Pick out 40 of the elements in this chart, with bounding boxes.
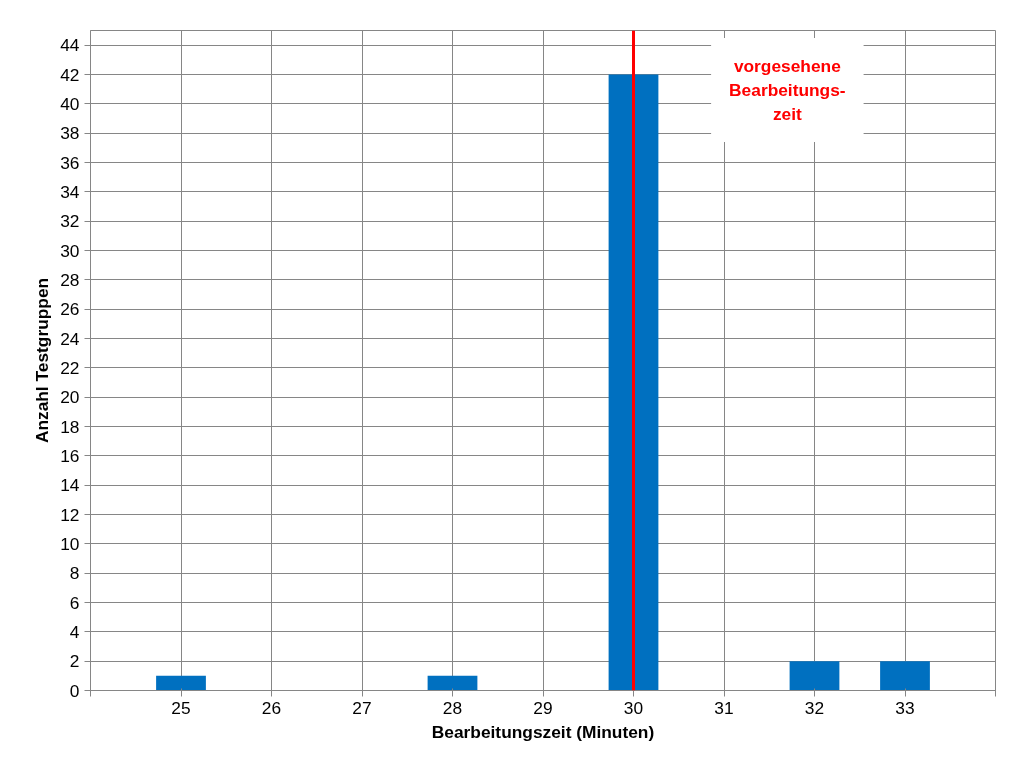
x-tick-label: 25 [171, 697, 191, 718]
y-tick-label: 40 [60, 93, 80, 114]
y-axis-title: Anzahl Testgruppen [32, 277, 53, 444]
bar [789, 661, 840, 691]
y-tick-label: 36 [60, 152, 80, 173]
x-tick-label: 31 [714, 697, 734, 718]
bar [880, 661, 930, 691]
y-tick-label: 18 [60, 416, 80, 437]
y-tick-label: 26 [60, 299, 80, 320]
x-tick-label: 30 [623, 697, 644, 718]
y-tick-label: 4 [69, 621, 80, 642]
y-tick-label: 30 [60, 240, 80, 261]
y-tick-label: 0 [69, 680, 80, 701]
y-tick-label: 42 [60, 64, 80, 85]
y-tick-label: 2 [69, 651, 80, 672]
y-tick-label: 24 [60, 328, 80, 349]
y-tick-label: 22 [60, 357, 80, 378]
y-tick-label: 38 [60, 123, 80, 144]
x-tick-label: 27 [352, 697, 372, 718]
bar [156, 675, 206, 691]
y-tick-label: 20 [60, 387, 80, 408]
bar [608, 74, 659, 691]
y-tick-label: 6 [69, 592, 80, 613]
y-tick-label: 10 [60, 533, 80, 554]
x-tick-label: 29 [533, 697, 553, 718]
x-tick-label: 28 [442, 697, 463, 718]
y-tick-label: 14 [60, 475, 80, 496]
x-tick-label: 32 [804, 697, 825, 718]
y-tick-label: 16 [60, 445, 80, 466]
y-tick-label: 12 [60, 504, 80, 525]
y-tick-label: 32 [60, 211, 80, 232]
ref-line-label: vorgesehene Bearbeitungs- zeit [729, 55, 846, 124]
y-tick-label: 8 [69, 563, 80, 584]
y-tick-label: 34 [60, 181, 80, 202]
bar [427, 675, 478, 691]
y-tick-label: 44 [60, 35, 80, 56]
x-tick-label: 33 [895, 697, 915, 718]
x-axis-title: Bearbeitungszeit (Minuten) [431, 721, 655, 742]
y-tick-label: 28 [60, 269, 80, 290]
x-tick-label: 26 [261, 697, 282, 718]
